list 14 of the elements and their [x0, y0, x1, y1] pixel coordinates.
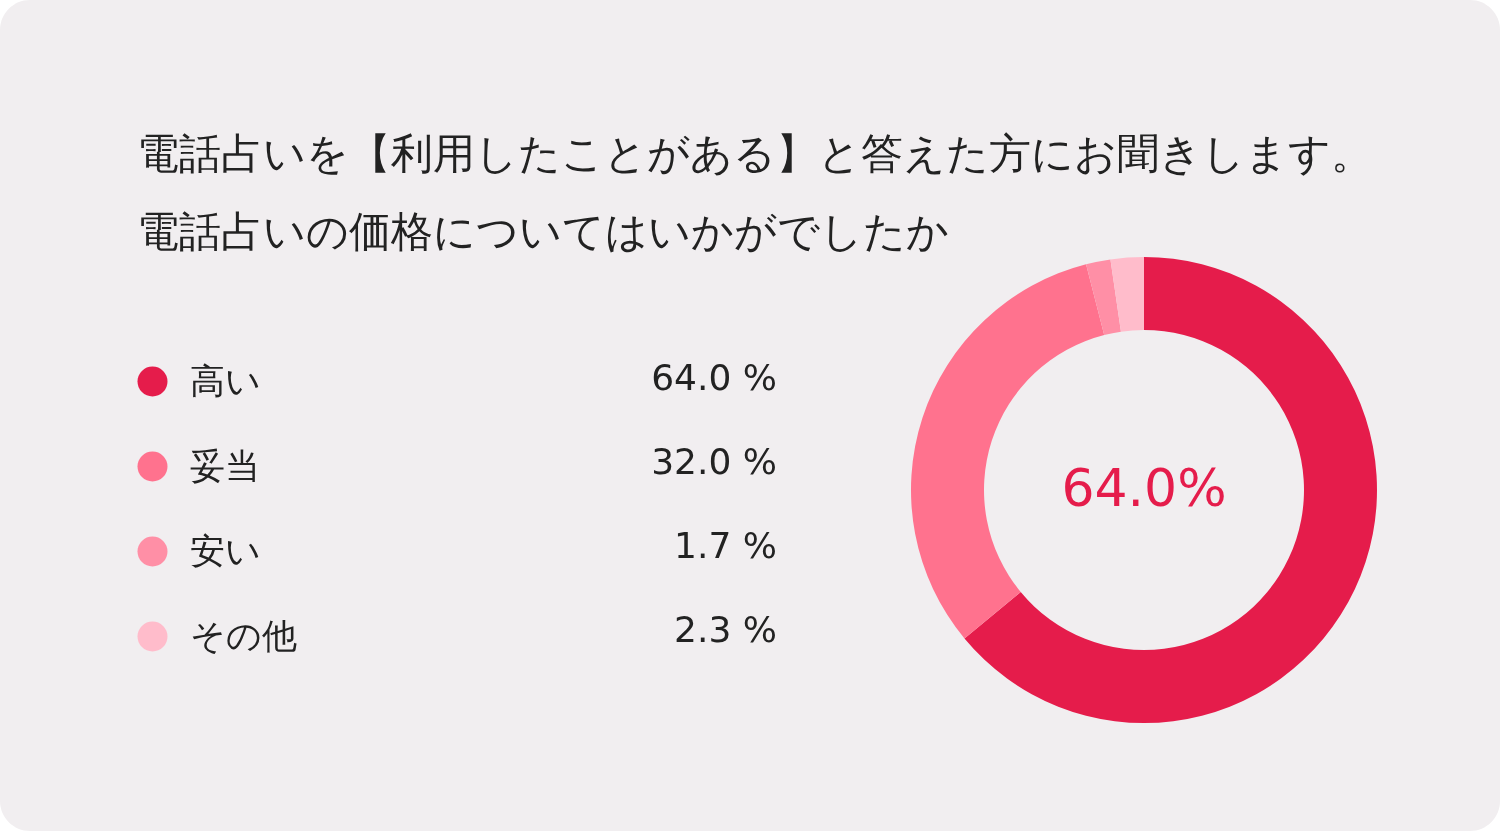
chart-subtitle: 電話占いの価格についてはいかがでしたか [137, 207, 949, 256]
legend-label: 高い [190, 360, 261, 401]
legend-label: 安い [190, 530, 261, 571]
legend-label: その他 [190, 615, 297, 656]
data-label: 2.3 % [674, 609, 777, 650]
data-label: 32.0 % [651, 441, 777, 482]
text: 64.0% [1061, 458, 1227, 518]
data-label: 64.0 % [651, 357, 777, 398]
donut-slice [1110, 257, 1144, 332]
chart-title: 電話占いを【利用したことがある】と答えた方にお聞きします。 [137, 129, 1373, 178]
donut-slice [1086, 259, 1121, 336]
data-label: 1.7 % [674, 525, 777, 566]
legend-label: 妥当 [190, 445, 260, 486]
donut-slice [964, 257, 1377, 723]
